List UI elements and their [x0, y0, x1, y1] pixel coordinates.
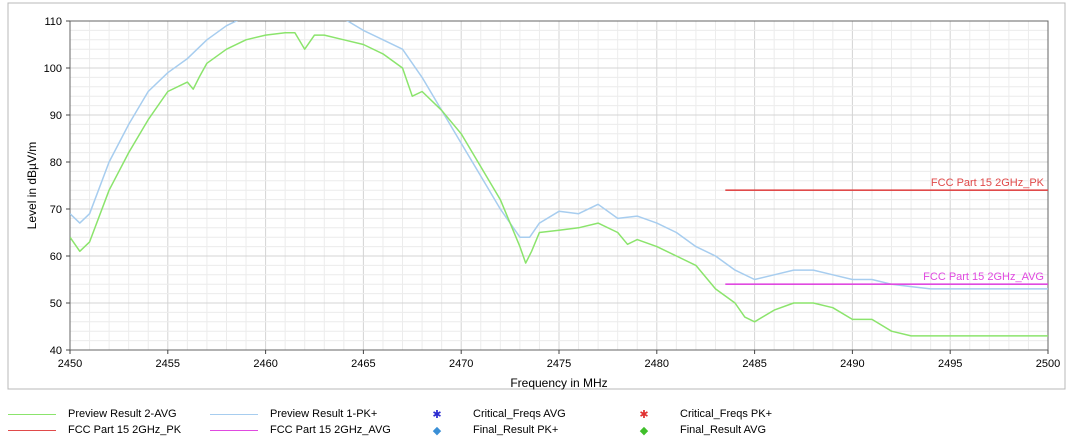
x-axis-label: Frequency in MHz	[510, 376, 607, 390]
legend-marker-icon: ✱	[432, 408, 442, 421]
x-tick-label: 2465	[351, 358, 375, 370]
legend-label: FCC Part 15 2GHz_PK	[68, 424, 182, 436]
y-tick-label: 70	[50, 204, 62, 216]
legend-line-swatch	[210, 413, 258, 415]
series-preview-result-2-avg	[70, 32, 1048, 337]
series-group	[70, 21, 1048, 337]
legend-item: FCC Part 15 2GHz_PK	[8, 422, 181, 438]
legend-item: Preview Result 1-PK+	[210, 406, 377, 422]
y-tick-label: 110	[44, 16, 62, 28]
legend-item: ◆ Final_Result PK+	[413, 422, 559, 438]
x-tick-label: 2470	[449, 358, 473, 370]
x-tick-label: 2475	[547, 358, 571, 370]
ticks: 2450 2455 2460 2465 2470 2475 2480 2485 2490 2495…	[44, 16, 1061, 370]
legend-label: Preview Result 2-AVG	[68, 408, 177, 420]
legend: Preview Result 2-AVG Preview Result 1-PK+…	[0, 406, 1067, 443]
limit-label-avg: FCC Part 15 2GHz_AVG	[923, 271, 1044, 283]
x-tick-label: 2500	[1036, 358, 1060, 370]
limit-label-pk: FCC Part 15 2GHz_PK	[931, 177, 1045, 189]
legend-marker-icon: ◆	[432, 424, 442, 437]
legend-label: Final_Result PK+	[473, 424, 559, 436]
legend-label: Critical_Freqs PK+	[680, 408, 773, 420]
x-tick-label: 2460	[253, 358, 277, 370]
x-tick-label: 2485	[742, 358, 766, 370]
chart-area: FCC Part 15 2GHz_PK FCC Part 15 2GHz_AVG …	[7, 2, 1066, 390]
y-tick-label: 80	[50, 157, 62, 169]
y-tick-label: 100	[44, 63, 62, 75]
legend-item: FCC Part 15 2GHz_AVG	[210, 422, 391, 438]
legend-item: ◆ Final_Result AVG	[620, 422, 766, 438]
legend-item: ✱ Critical_Freqs AVG	[413, 406, 566, 422]
legend-label: Critical_Freqs AVG	[473, 408, 566, 420]
y-tick-label: 90	[50, 110, 62, 122]
legend-line-swatch	[210, 429, 258, 431]
legend-marker-icon: ✱	[639, 408, 649, 421]
legend-marker-icon: ◆	[639, 424, 649, 437]
legend-label: FCC Part 15 2GHz_AVG	[270, 424, 391, 436]
x-tick-label: 2450	[58, 358, 82, 370]
series-preview-result-1-pk	[70, 21, 1048, 290]
limit-labels: FCC Part 15 2GHz_PK FCC Part 15 2GHz_AVG	[923, 177, 1045, 283]
legend-item: Preview Result 2-AVG	[8, 406, 177, 422]
legend-line-swatch	[8, 413, 56, 415]
x-tick-label: 2455	[156, 358, 180, 370]
legend-line-swatch	[8, 429, 56, 431]
chart-frame	[7, 2, 1066, 390]
x-tick-label: 2495	[938, 358, 962, 370]
y-tick-label: 50	[50, 298, 62, 310]
x-tick-label: 2480	[645, 358, 669, 370]
y-tick-label: 60	[50, 251, 62, 263]
legend-label: Preview Result 1-PK+	[270, 408, 378, 420]
y-tick-label: 40	[50, 345, 62, 357]
legend-label: Final_Result AVG	[680, 424, 767, 436]
x-tick-label: 2490	[840, 358, 864, 370]
grid	[69, 20, 1049, 351]
y-axis-label: Level in dBµV/m	[25, 142, 39, 230]
legend-item: ✱ Critical_Freqs PK+	[620, 406, 772, 422]
